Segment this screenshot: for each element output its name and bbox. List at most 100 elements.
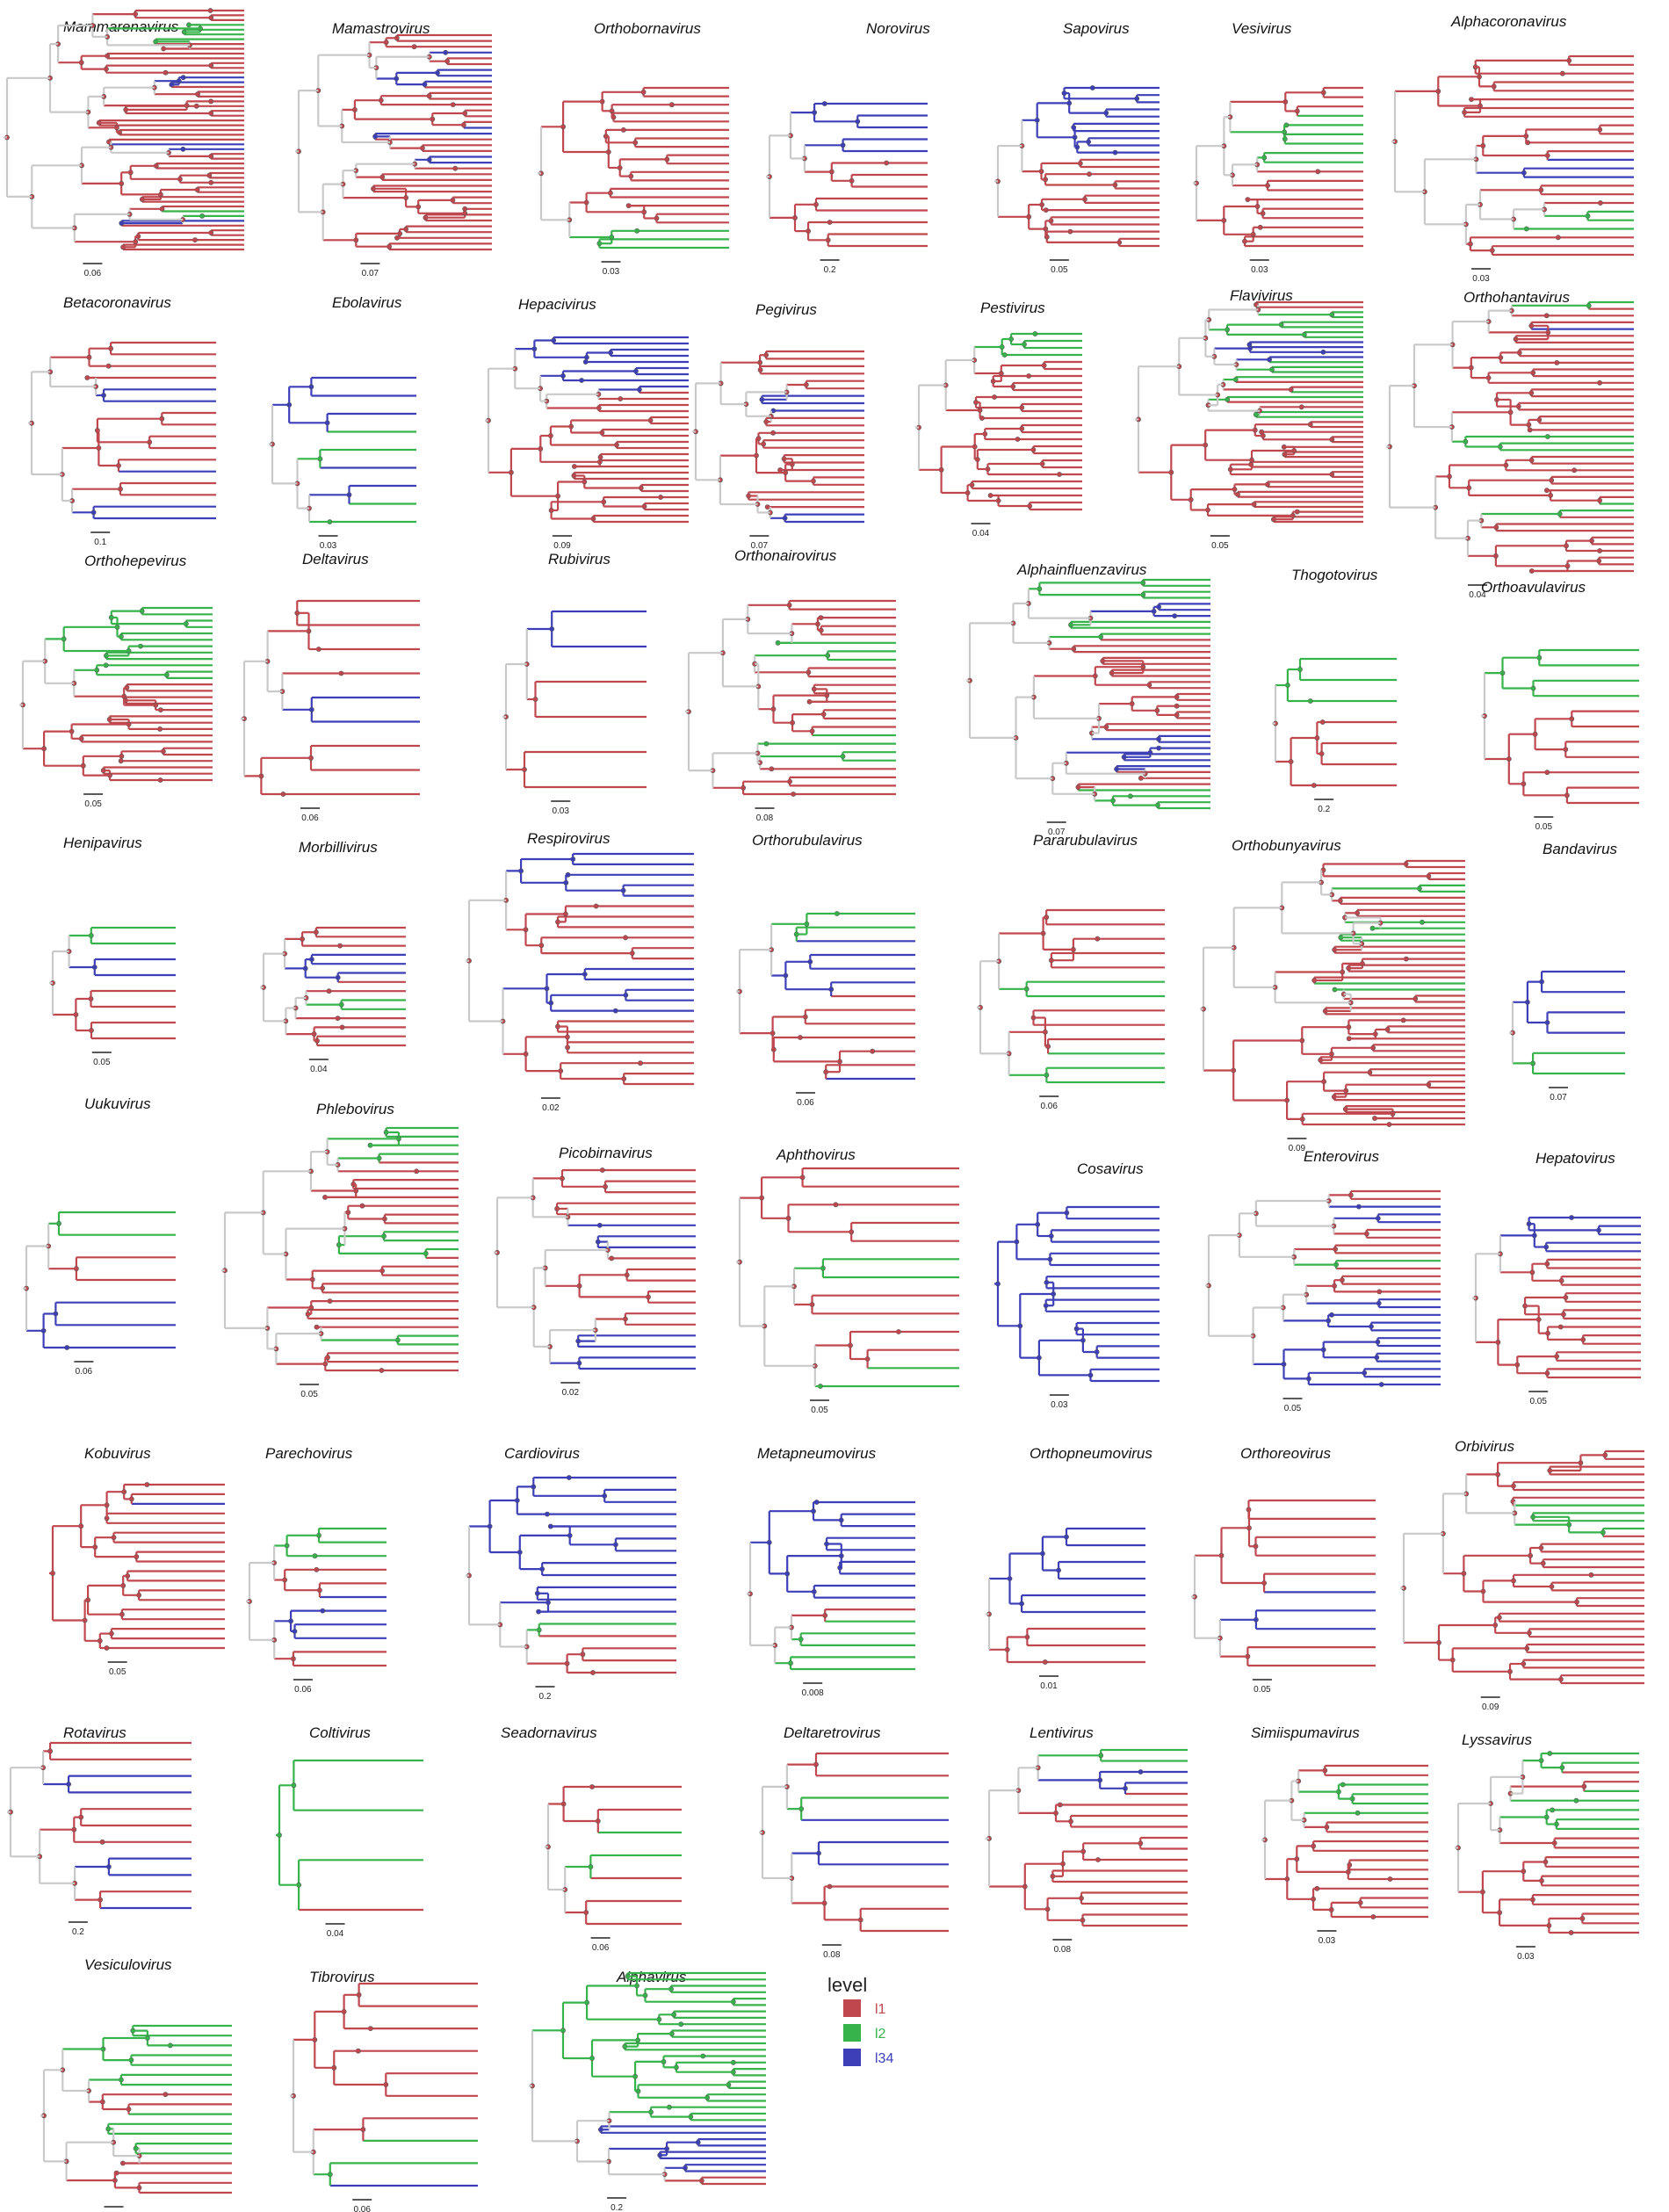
tree-phlebovirus xyxy=(221,1126,459,1373)
scale-label-respirovirus: 0.02 xyxy=(542,1103,560,1113)
genus-title-lyssavirus: Lyssavirus xyxy=(1462,1731,1532,1748)
tree-panel-orbivirus: Orbivirus 0.09 xyxy=(1400,1438,1644,1712)
tree-panel-norovirus: Norovirus 0.2 xyxy=(766,20,930,275)
tree-coltivirus xyxy=(276,1759,423,1912)
tree-panel-vesiculovirus: Vesiculovirus0.05 xyxy=(40,1956,232,2208)
tree-orthobunyavirus xyxy=(1200,859,1465,1127)
tree-mamastrovirus xyxy=(295,33,492,251)
scale-label-phlebovirus: 0.05 xyxy=(300,1390,318,1399)
scale-label-orbivirus: 0.09 xyxy=(1482,1702,1499,1712)
tree-sapovirus xyxy=(994,85,1160,248)
tree-alphavirus xyxy=(529,1971,766,2186)
tree-pestivirus xyxy=(915,331,1082,511)
genus-title-respirovirus: Respirovirus xyxy=(527,830,611,847)
scale-label-rubivirus: 0.03 xyxy=(552,806,569,816)
scale-label-simiispumavirus: 0.03 xyxy=(1319,1936,1336,1946)
scale-label-coltivirus: 0.04 xyxy=(327,1929,344,1939)
genus-title-enterovirus: Enterovirus xyxy=(1304,1148,1379,1165)
tree-panel-hepacivirus: Hepacivirus 0.09 xyxy=(485,296,689,551)
tree-seadornavirus xyxy=(545,1784,682,1926)
genus-title-hepacivirus: Hepacivirus xyxy=(518,296,596,313)
genus-title-flavivirus: Flavivirus xyxy=(1230,287,1293,304)
tree-vesiculovirus xyxy=(40,2024,232,2194)
tree-panel-picobirnavirus: Picobirnavirus 0.02 xyxy=(494,1145,696,1398)
genus-title-tibrovirus: Tibrovirus xyxy=(309,1969,375,1985)
tree-panel-rotavirus: Rotavirus 0.2 xyxy=(7,1724,191,1937)
tree-panel-flavivirus: Flavivirus 0.05 xyxy=(1135,287,1363,551)
scale-label-orthoavulavirus: 0.05 xyxy=(1535,822,1553,832)
tree-panel-orthohepevirus: Orthohepevirus 0.05 xyxy=(19,553,213,809)
scale-label-pestivirus: 0.04 xyxy=(972,529,990,539)
genus-title-seadornavirus: Seadornavirus xyxy=(501,1724,597,1741)
genus-title-sapovirus: Sapovirus xyxy=(1063,20,1130,37)
genus-title-orbivirus: Orbivirus xyxy=(1455,1438,1515,1455)
tree-panel-simiispumavirus: Simiispumavirus 0.03 xyxy=(1251,1724,1428,1946)
tree-panel-rubivirus: Rubivirus 0.03 xyxy=(502,551,647,816)
genus-title-kobuvirus: Kobuvirus xyxy=(84,1445,151,1462)
genus-title-orthohepevirus: Orthohepevirus xyxy=(84,553,187,569)
tree-panel-cosavirus: Cosavirus 0.03 xyxy=(994,1160,1160,1410)
genus-title-vesiculovirus: Vesiculovirus xyxy=(84,1956,172,1973)
genus-title-pestivirus: Pestivirus xyxy=(980,300,1045,316)
legend-swatch-l2 xyxy=(843,2024,861,2042)
tree-panel-seadornavirus: Seadornavirus 0.06 xyxy=(501,1724,682,1953)
scale-label-hepatovirus: 0.05 xyxy=(1529,1397,1547,1406)
tree-orthorubulavirus xyxy=(736,911,915,1081)
tree-panel-lyssavirus: Lyssavirus 0.03 xyxy=(1455,1731,1639,1962)
scale-label-alphavirus: 0.2 xyxy=(611,2203,623,2212)
scale-label-seadornavirus: 0.06 xyxy=(592,1943,610,1953)
scale-label-rotavirus: 0.2 xyxy=(72,1927,84,1937)
genus-title-metapneumovirus: Metapneumovirus xyxy=(757,1445,877,1462)
tree-orthoavulavirus xyxy=(1481,648,1639,805)
tree-deltaretrovirus xyxy=(759,1752,949,1933)
tree-rubivirus xyxy=(502,610,647,789)
tree-norovirus xyxy=(766,101,928,248)
legend-item-l2: l2 xyxy=(843,2024,886,2042)
genus-title-coltivirus: Coltivirus xyxy=(309,1724,371,1741)
legend-title: level xyxy=(827,1974,867,1996)
scale-label-picobirnavirus: 0.02 xyxy=(562,1388,580,1398)
tree-panel-aphthovirus: Aphthovirus 0.05 xyxy=(736,1146,959,1415)
tree-panel-hepatovirus: Hepatovirus 0.05 xyxy=(1472,1150,1641,1406)
scale-label-uukuvirus: 0.06 xyxy=(76,1367,93,1377)
scale-label-flavivirus: 0.05 xyxy=(1211,541,1229,551)
genus-title-betacoronavirus: Betacoronavirus xyxy=(63,294,171,311)
scale-label-norovirus: 0.2 xyxy=(824,265,836,275)
tree-cosavirus xyxy=(994,1205,1160,1383)
legend-swatch-l34 xyxy=(843,2049,861,2066)
legend-label-l1: l1 xyxy=(875,2002,886,2017)
genus-title-cosavirus: Cosavirus xyxy=(1077,1160,1144,1177)
tree-panel-betacoronavirus: Betacoronavirus 0.1 xyxy=(28,294,216,547)
genus-title-orthonairovirus: Orthonairovirus xyxy=(734,547,837,564)
genus-title-thogotovirus: Thogotovirus xyxy=(1291,567,1378,583)
tree-panel-mamastrovirus: Mamastrovirus 0.07 xyxy=(295,20,492,278)
tree-panel-morbillivirus: Morbillivirus 0.04 xyxy=(260,839,406,1074)
tree-alphainfluenzavirus xyxy=(966,578,1210,810)
scale-label-hepacivirus: 0.09 xyxy=(553,541,571,551)
scale-label-orthopneumovirus: 0.01 xyxy=(1040,1681,1058,1691)
scale-label-orthohepevirus: 0.05 xyxy=(84,799,102,809)
tree-rotavirus xyxy=(7,1741,191,1910)
tree-orthobornavirus xyxy=(538,86,729,249)
tree-panel-orthohantavirus: Orthohantavirus 0.04 xyxy=(1386,289,1634,600)
tree-panel-cardiovirus: Cardiovirus 0.2 xyxy=(466,1445,676,1702)
scale-label-vesivirus: 0.03 xyxy=(1251,265,1268,275)
legend-label-l34: l34 xyxy=(875,2051,893,2066)
scale-label-aphthovirus: 0.05 xyxy=(811,1406,828,1415)
tree-parechovirus xyxy=(246,1527,387,1667)
scale-label-parechovirus: 0.06 xyxy=(294,1685,312,1695)
scale-label-sapovirus: 0.05 xyxy=(1051,265,1068,275)
genus-title-uukuvirus: Uukuvirus xyxy=(84,1095,151,1112)
tree-panel-alphacoronavirus: Alphacoronavirus 0.03 xyxy=(1391,13,1634,284)
tree-panel-bandavirus: Bandavirus 0.07 xyxy=(1509,841,1625,1102)
scale-label-bandavirus: 0.07 xyxy=(1550,1093,1567,1102)
genus-title-henipavirus: Henipavirus xyxy=(63,835,142,851)
tree-panel-phlebovirus: Phlebovirus 0.05 xyxy=(221,1101,459,1399)
tree-betacoronavirus xyxy=(28,341,216,520)
tree-panel-orthopneumovirus: Orthopneumovirus 0.01 xyxy=(986,1445,1152,1691)
tree-orthohepevirus xyxy=(19,606,213,783)
scale-label-orthohantavirus: 0.04 xyxy=(1469,590,1486,600)
tree-mammarenavirus xyxy=(4,8,244,251)
genus-title-orthobunyavirus: Orthobunyavirus xyxy=(1232,837,1341,854)
scale-label-morbillivirus: 0.04 xyxy=(310,1065,328,1074)
